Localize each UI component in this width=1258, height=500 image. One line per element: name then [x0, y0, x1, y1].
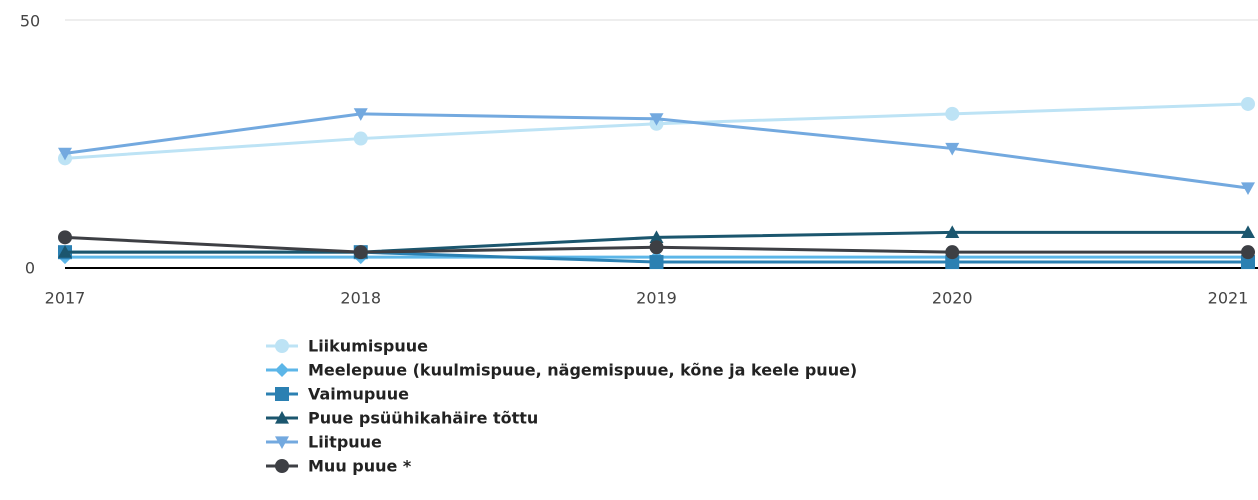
- legend-label: Vaimupuue: [308, 385, 409, 404]
- data-point: [945, 255, 960, 270]
- data-point: [353, 245, 368, 260]
- legend-marker: [275, 459, 289, 473]
- data-point: [649, 240, 664, 255]
- legend-label: Muu puue *: [308, 457, 412, 476]
- data-point: [945, 245, 960, 260]
- legend-marker: [275, 339, 289, 353]
- data-point: [1241, 255, 1255, 270]
- legend-label: Meelepuue (kuulmispuue, nägemispuue, kõn…: [308, 361, 857, 380]
- data-point: [1241, 245, 1255, 260]
- legend-marker: [275, 363, 289, 377]
- data-point: [58, 230, 72, 245]
- legend-label: Liitpuue: [308, 433, 382, 452]
- data-point: [353, 108, 368, 121]
- y-tick-label: 0: [25, 259, 35, 278]
- data-point: [945, 106, 960, 121]
- data-point: [649, 113, 664, 126]
- legend-label: Puue psüühikahäire tõttu: [308, 409, 538, 428]
- data-point: [649, 255, 664, 270]
- x-tick-label: 2020: [932, 289, 973, 308]
- legend-marker: [275, 411, 289, 424]
- data-point: [1241, 182, 1255, 195]
- legend-marker: [275, 387, 289, 401]
- data-point: [353, 131, 368, 146]
- data-point: [945, 142, 960, 156]
- x-tick-label: 2021: [1208, 289, 1249, 308]
- data-point: [945, 225, 960, 239]
- legend-marker: [275, 436, 289, 449]
- x-tick-label: 2019: [636, 289, 677, 308]
- legend-label: Liikumispuue: [308, 337, 428, 356]
- x-tick-label: 2017: [45, 289, 86, 308]
- data-point: [1241, 96, 1255, 111]
- data-point: [58, 245, 72, 258]
- data-point: [649, 230, 664, 243]
- data-point: [58, 147, 72, 161]
- data-point: [1241, 225, 1255, 239]
- y-tick-label: 50: [20, 12, 40, 31]
- x-tick-label: 2018: [340, 289, 381, 308]
